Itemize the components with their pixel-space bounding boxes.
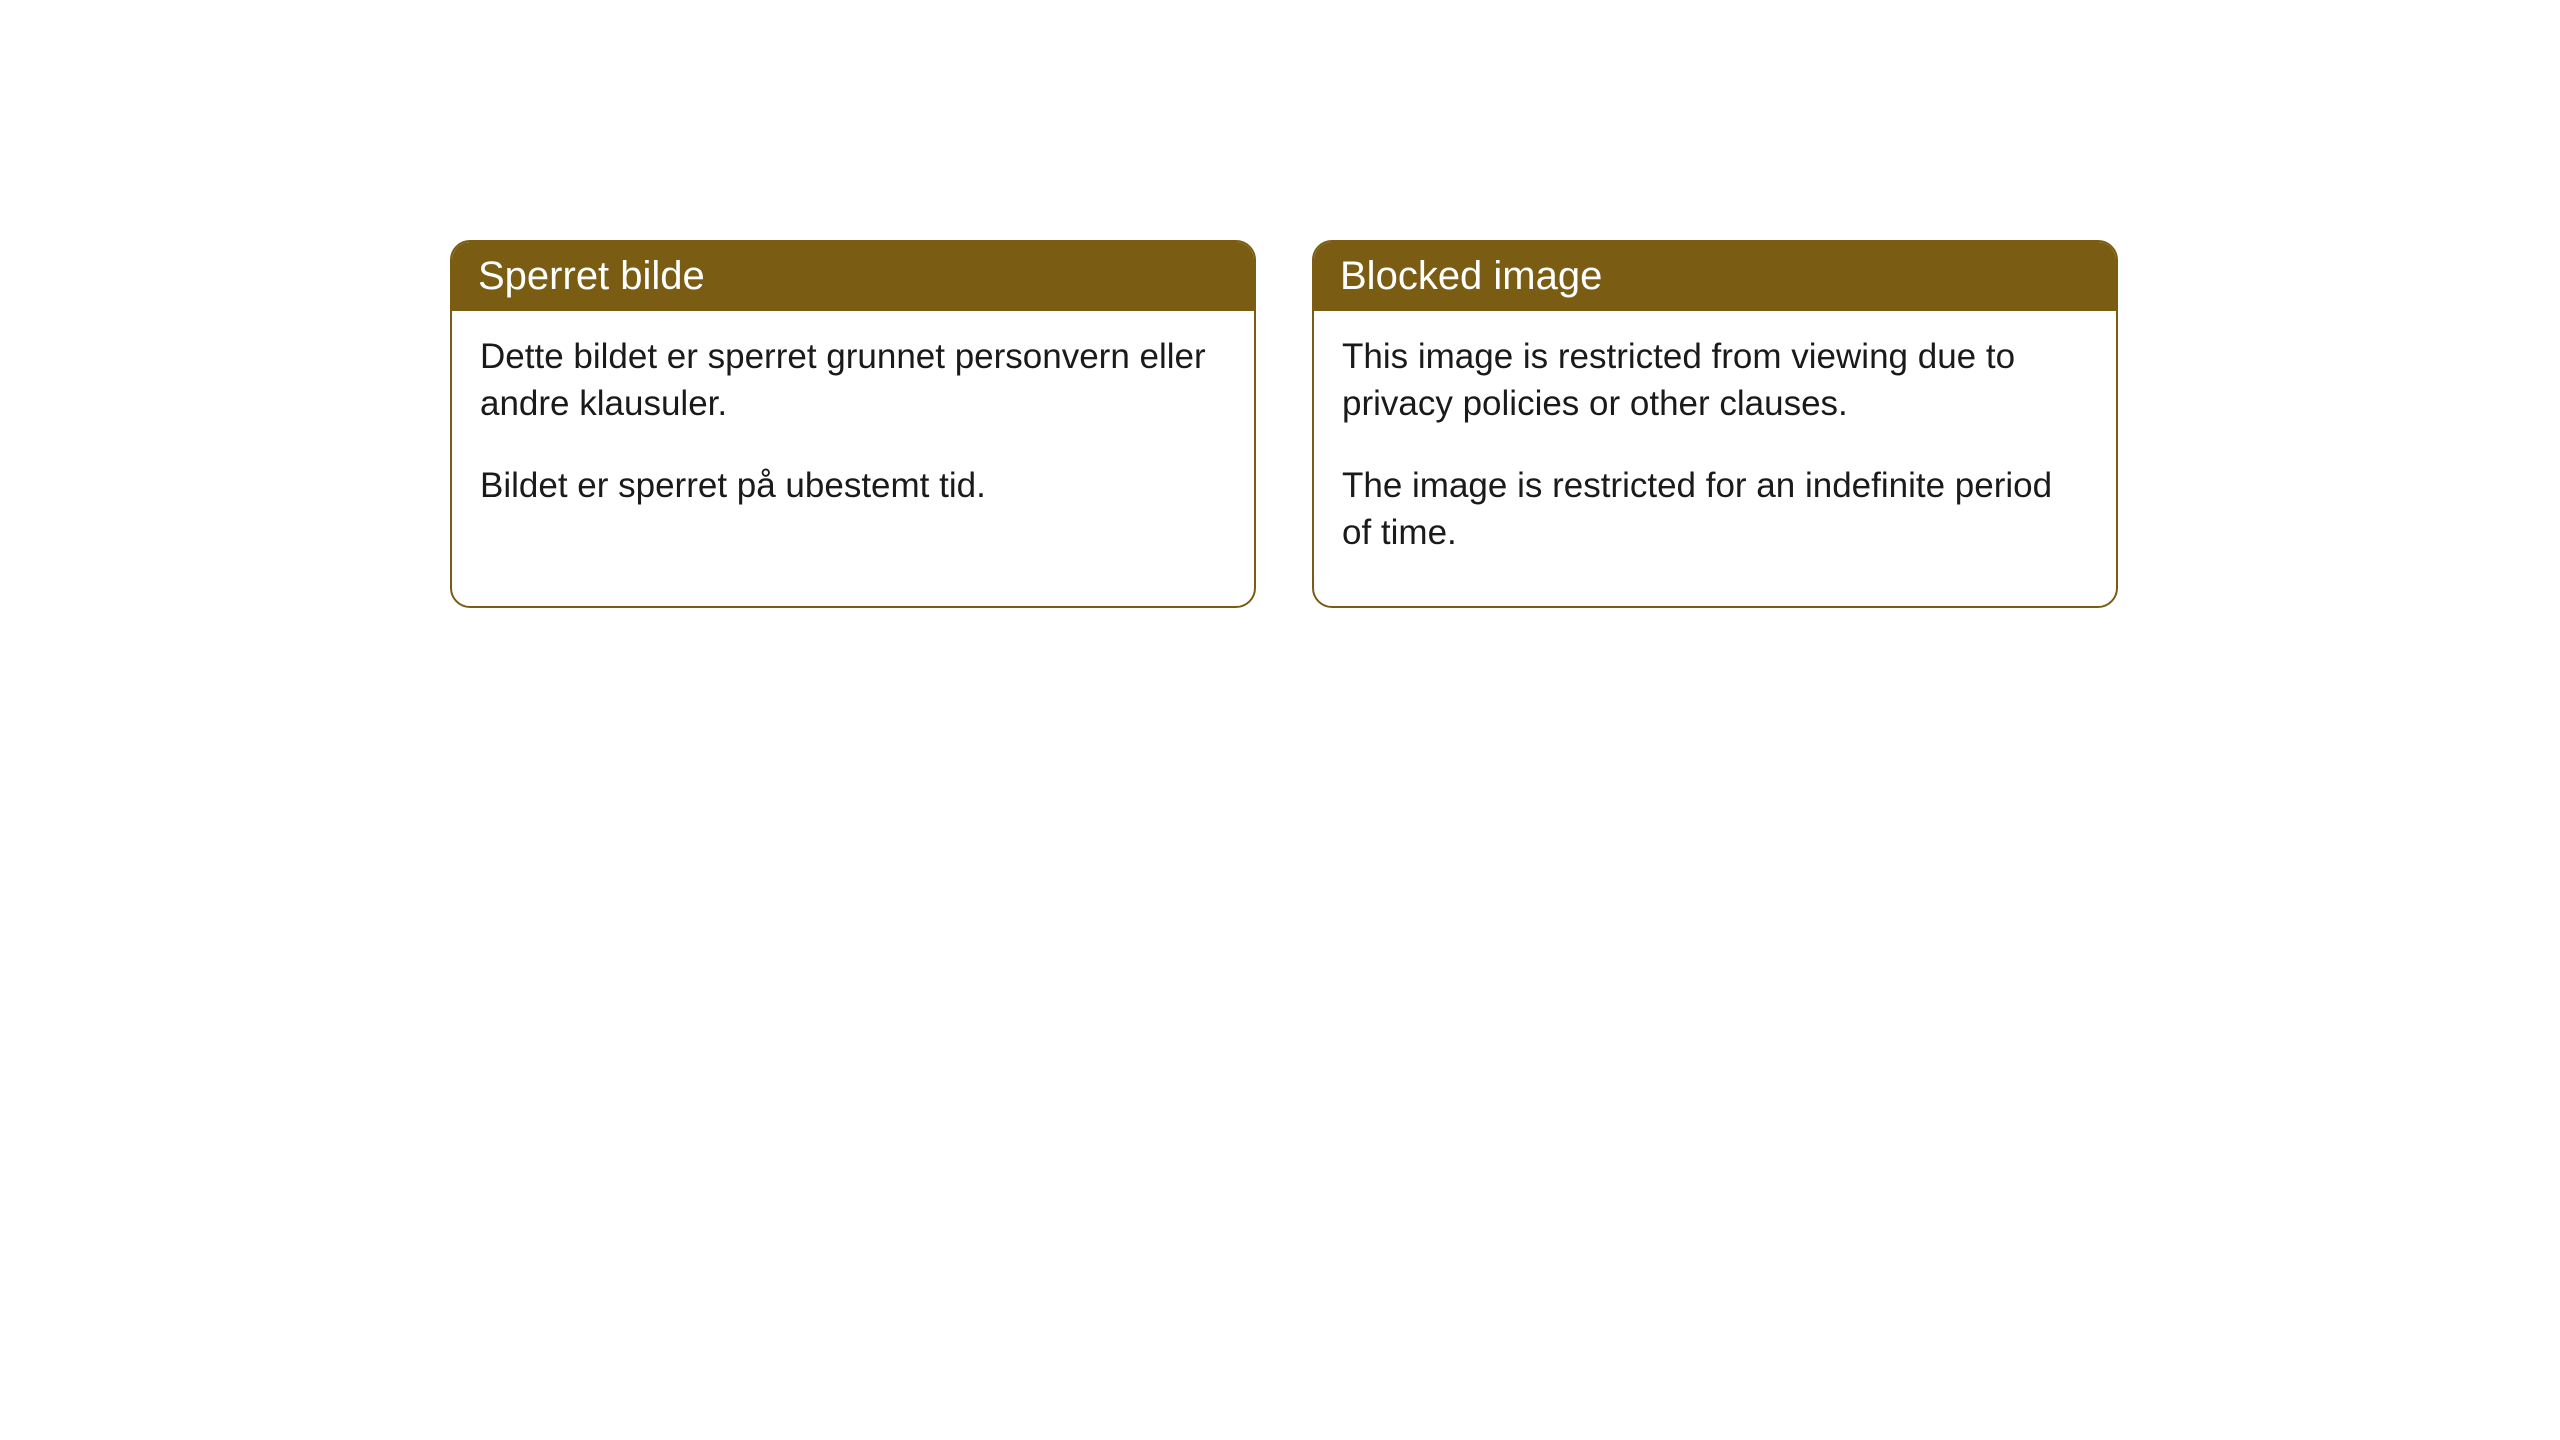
card-paragraph: This image is restricted from viewing du… [1342, 333, 2088, 428]
card-body-norwegian: Dette bildet er sperret grunnet personve… [452, 311, 1254, 559]
card-header-norwegian: Sperret bilde [452, 242, 1254, 311]
card-header-english: Blocked image [1314, 242, 2116, 311]
notice-cards-container: Sperret bilde Dette bildet er sperret gr… [0, 0, 2560, 608]
card-body-english: This image is restricted from viewing du… [1314, 311, 2116, 606]
notice-card-norwegian: Sperret bilde Dette bildet er sperret gr… [450, 240, 1256, 608]
card-paragraph: The image is restricted for an indefinit… [1342, 462, 2088, 557]
card-paragraph: Bildet er sperret på ubestemt tid. [480, 462, 1226, 509]
notice-card-english: Blocked image This image is restricted f… [1312, 240, 2118, 608]
card-paragraph: Dette bildet er sperret grunnet personve… [480, 333, 1226, 428]
